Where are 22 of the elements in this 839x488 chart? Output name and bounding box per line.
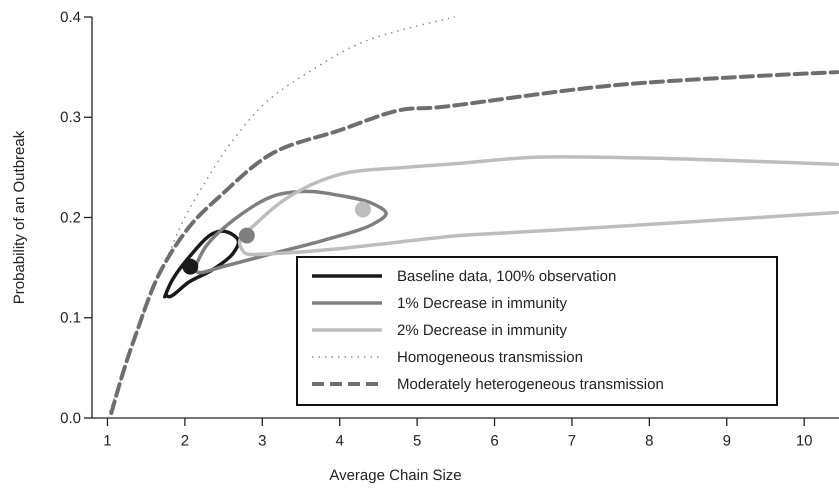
legend-label: Baseline data, 100% observation — [397, 268, 616, 285]
y-tick-label: 0.3 — [60, 109, 81, 126]
x-tick-label: 10 — [796, 432, 813, 450]
y-tick-label: 0.1 — [60, 310, 81, 327]
legend-label: 1% Decrease in immunity — [397, 295, 568, 312]
x-axis-title: Average Chain Size — [329, 467, 462, 484]
y-axis-title: Probability of an Outbreak — [11, 130, 28, 304]
x-tick-label: 7 — [568, 432, 576, 450]
x-tick-label: 6 — [490, 432, 499, 450]
x-tick-label: 8 — [645, 432, 654, 450]
y-tick-label: 0.2 — [60, 209, 81, 226]
x-tick-label: 9 — [722, 432, 731, 450]
legend-label: Moderately heterogeneous transmission — [397, 376, 664, 393]
x-tick-label: 1 — [103, 432, 112, 450]
x-tick-label: 5 — [412, 432, 422, 450]
x-tick-label: 2 — [180, 432, 190, 450]
x-tick-label: 3 — [258, 432, 266, 450]
legend-label: 2% Decrease in immunity — [397, 322, 568, 339]
x-tick-label: 4 — [336, 432, 344, 450]
y-tick-label: 0.4 — [60, 8, 81, 26]
legend-label: Homogeneous transmission — [397, 349, 583, 366]
y-tick-label: 0.0 — [60, 410, 81, 427]
